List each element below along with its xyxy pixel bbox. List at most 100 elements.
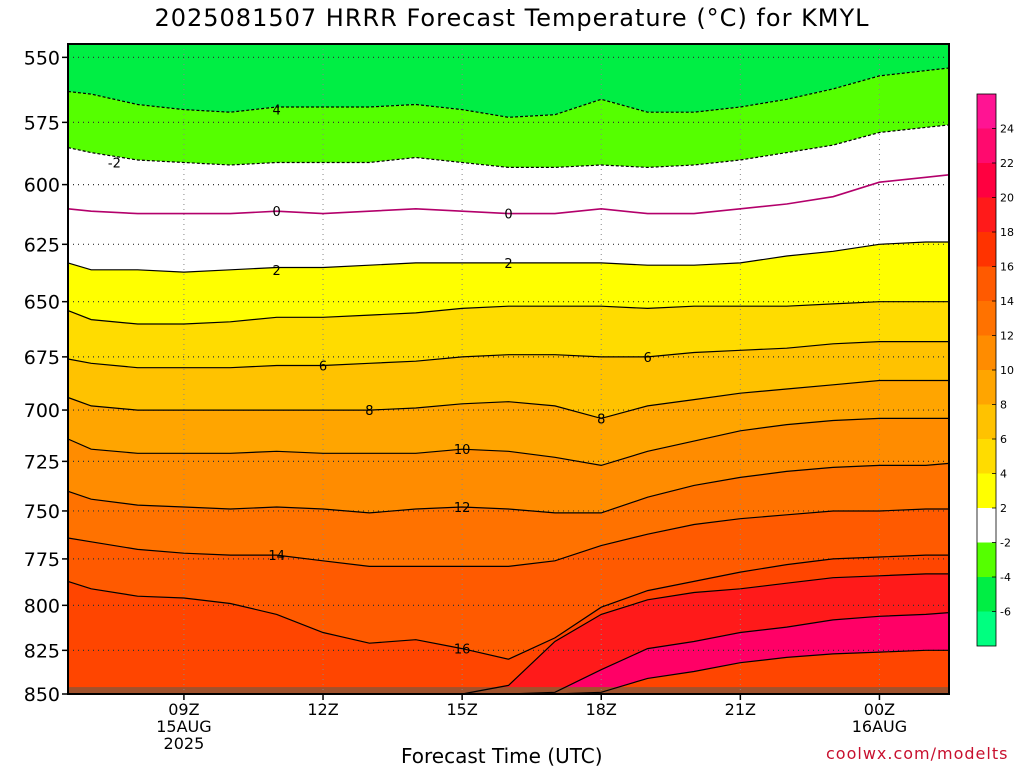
fill-band-6 [68,341,949,419]
contour-line-4 [67,301,949,325]
y-axis-ticks: 550 575 600 625 650 675 700 725 750 775 800 825 850 [24,47,68,706]
contour-label: 8 [365,404,373,419]
colorbar-label: 12 [1000,330,1014,343]
colorbar-swatch [977,404,996,439]
colorbar-swatch [977,163,996,198]
x-tick-label: 15Z [446,700,477,719]
contour-lines [67,67,950,695]
contour-line-0 [67,174,950,215]
x-tick-label: 00Z [864,700,895,719]
contour-label: 16 [454,643,471,658]
colorbar: 24 22 20 18 16 14 12 10 8 6 4 2 -2 -4 -6 [976,93,1014,647]
contour-label: 2 [504,257,512,272]
y-tick-label: 600 [24,175,60,197]
contour-line-12 [67,462,950,514]
contour-label: 6 [643,351,651,366]
contour-label: 14 [268,549,285,564]
contour-line-8 [67,379,949,420]
contour-label: 6 [319,360,327,375]
colorbar-label: -6 [1000,606,1011,619]
colorbar-label: 10 [1000,364,1014,377]
ground-band [68,687,949,694]
x-tick-label: 18Z [586,700,617,719]
x-axis-label: Forecast Time (UTC) [401,744,603,768]
x-tick-label: 2025 [164,734,205,753]
colorbar-label: 22 [1000,157,1014,170]
colorbar-swatch [977,473,996,508]
colorbar-label: 24 [1000,123,1014,136]
y-tick-label: 750 [24,501,60,523]
x-tick-label: 09Z [168,700,199,719]
y-tick-label: 650 [24,292,60,314]
colorbar-swatch [977,197,996,232]
contour-line-4 [67,67,950,118]
fill-band-7 [68,380,949,466]
x-tick-label: 21Z [725,700,756,719]
y-tick-label: 550 [24,47,60,69]
contour-label: 8 [597,412,605,427]
colorbar-label: 14 [1000,295,1014,308]
colorbar-label: 20 [1000,192,1014,205]
colorbar-label: 16 [1000,261,1014,274]
temperature-fill-bands [68,44,949,694]
y-tick-label: 675 [24,347,60,369]
contour-line-20 [508,612,950,695]
colorbar-swatch [977,508,996,543]
y-tick-label: 825 [24,640,60,662]
y-tick-label: 800 [24,595,60,617]
colorbar-swatch [977,542,996,577]
colorbar-swatch [977,439,996,474]
contour-label: 0 [504,208,512,223]
chart-title: 2025081507 HRRR Forecast Temperature (°C… [154,4,870,32]
contour-line-16 [67,554,949,660]
ground-strip [68,687,949,694]
colorbar-swatch [977,611,996,646]
y-tick-label: 850 [24,684,60,706]
colorbar-swatch [977,370,996,405]
colorbar-swatch [977,232,996,267]
contour-line-10 [67,417,949,467]
x-tick-label: 12Z [307,700,338,719]
colorbar-swatch [977,266,996,301]
contour-line-22 [554,649,949,695]
contour-line-2 [67,124,950,169]
colorbar-label: 4 [1000,468,1007,481]
fill-band-1 [68,68,949,168]
contour-label: -2 [108,157,121,172]
colorbar-label: 8 [1000,399,1007,412]
x-tick-label: 15AUG [156,717,211,736]
contour-line-18 [461,573,949,695]
plot-frame [67,43,950,695]
colorbar-swatch [977,128,996,163]
colorbar-label: 2 [1000,502,1007,515]
contour-label: 10 [454,443,471,458]
colorbar-swatch [977,301,996,336]
contour-line-14 [67,508,949,568]
fill-band-5 [68,301,949,368]
colorbar-label: 18 [1000,226,1014,239]
contour-label: 12 [454,501,471,516]
grid-lines [68,44,949,694]
colorbar-swatch [977,94,996,129]
y-tick-label: 775 [24,549,60,571]
contour-label: 2 [273,264,281,279]
contour-line--2 [67,241,949,273]
fill-band-13 [68,612,949,694]
contour-label: 0 [273,205,281,220]
fill-band-0 [68,44,949,118]
fill-band-8 [68,418,949,513]
credit-text: coolwx.com/modelts [826,744,1009,763]
contour-label: 4 [273,104,281,119]
colorbar-label: -4 [1000,571,1011,584]
fill-band-10 [68,509,949,660]
y-tick-label: 700 [24,400,60,422]
fill-band-9 [68,463,949,567]
contour-line-6 [67,341,949,369]
fill-band-2 [68,124,949,214]
y-tick-label: 625 [24,234,60,256]
y-tick-label: 725 [24,451,60,473]
contour-labels: 4 -2 0 0 2 2 6 6 8 8 10 12 14 16 [108,104,652,658]
colorbar-swatch [977,335,996,370]
